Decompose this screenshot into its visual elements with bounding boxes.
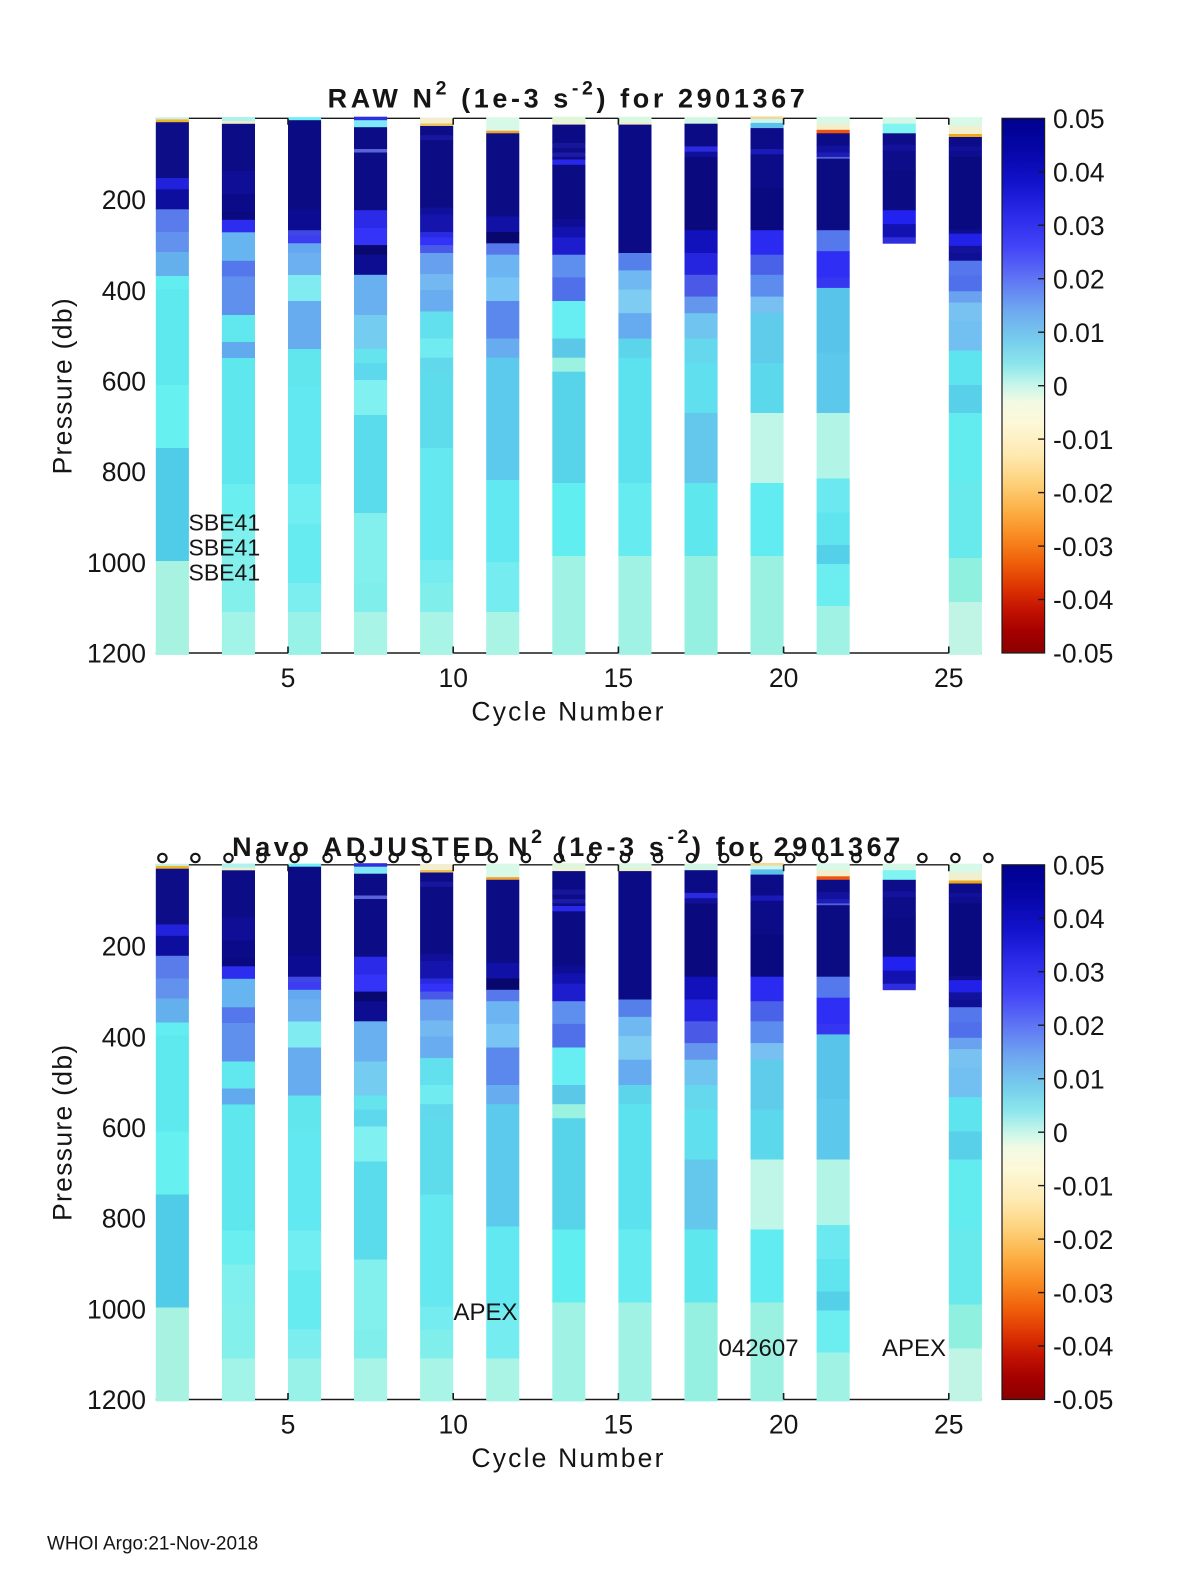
svg-text:042607: 042607 [719,1335,799,1362]
svg-text:600: 600 [102,367,146,397]
svg-text:25: 25 [934,1410,963,1440]
svg-text:1200: 1200 [87,639,146,669]
svg-text:0.01: 0.01 [1053,318,1105,348]
svg-text:0.05: 0.05 [1053,851,1105,881]
svg-text:800: 800 [102,457,146,487]
svg-text:-0.02: -0.02 [1053,1225,1113,1255]
svg-text:-0.05: -0.05 [1053,639,1113,669]
svg-text:Cycle Number: Cycle Number [471,696,665,726]
svg-text:0.01: 0.01 [1053,1064,1105,1094]
svg-text:0.04: 0.04 [1053,158,1105,188]
svg-text:Navo ADJUSTED N2 (1e-3 s-2) fo: Navo ADJUSTED N2 (1e-3 s-2) for 2901367 [232,826,904,862]
svg-text:25: 25 [934,663,963,693]
svg-text:WHOI Argo:21-Nov-2018: WHOI Argo:21-Nov-2018 [47,1534,258,1555]
svg-text:15: 15 [604,1410,633,1440]
svg-text:400: 400 [102,276,146,306]
svg-text:5: 5 [281,1410,296,1440]
svg-text:Pressure (db): Pressure (db) [48,1043,78,1220]
svg-text:0.05: 0.05 [1053,104,1105,134]
svg-text:SBE41: SBE41 [189,560,261,586]
svg-text:-0.03: -0.03 [1053,532,1113,562]
svg-text:1200: 1200 [87,1385,146,1415]
svg-text:-0.05: -0.05 [1053,1385,1113,1415]
svg-text:1000: 1000 [87,1294,146,1324]
svg-text:-0.03: -0.03 [1053,1278,1113,1308]
svg-text:0.02: 0.02 [1053,1011,1105,1041]
svg-text:10: 10 [438,663,467,693]
svg-text:Cycle Number: Cycle Number [471,1443,665,1473]
svg-text:15: 15 [604,663,633,693]
svg-text:800: 800 [102,1204,146,1234]
svg-text:0.02: 0.02 [1053,264,1105,294]
svg-text:600: 600 [102,1113,146,1143]
svg-text:0: 0 [1053,371,1068,401]
svg-text:400: 400 [102,1022,146,1052]
svg-text:-0.02: -0.02 [1053,478,1113,508]
svg-text:APEX: APEX [882,1335,946,1362]
svg-text:-0.01: -0.01 [1053,425,1113,455]
svg-text:0.03: 0.03 [1053,211,1105,241]
svg-text:SBE41: SBE41 [189,535,261,561]
svg-text:RAW N2 (1e-3 s-2) for 2901367: RAW N2 (1e-3 s-2) for 2901367 [328,78,809,114]
svg-text:20: 20 [769,1410,798,1440]
svg-text:0.04: 0.04 [1053,904,1105,934]
svg-text:20: 20 [769,663,798,693]
svg-text:SBE41: SBE41 [189,510,261,536]
svg-text:-0.04: -0.04 [1053,585,1113,615]
svg-text:1000: 1000 [87,548,146,578]
svg-text:5: 5 [281,663,296,693]
svg-text:10: 10 [438,1410,467,1440]
svg-text:200: 200 [102,932,146,962]
svg-text:-0.04: -0.04 [1053,1332,1113,1362]
svg-text:Pressure (db): Pressure (db) [48,297,78,474]
svg-text:0: 0 [1053,1118,1068,1148]
svg-text:APEX: APEX [454,1299,518,1326]
svg-text:200: 200 [102,185,146,215]
svg-text:0.03: 0.03 [1053,957,1105,987]
svg-text:-0.01: -0.01 [1053,1171,1113,1201]
